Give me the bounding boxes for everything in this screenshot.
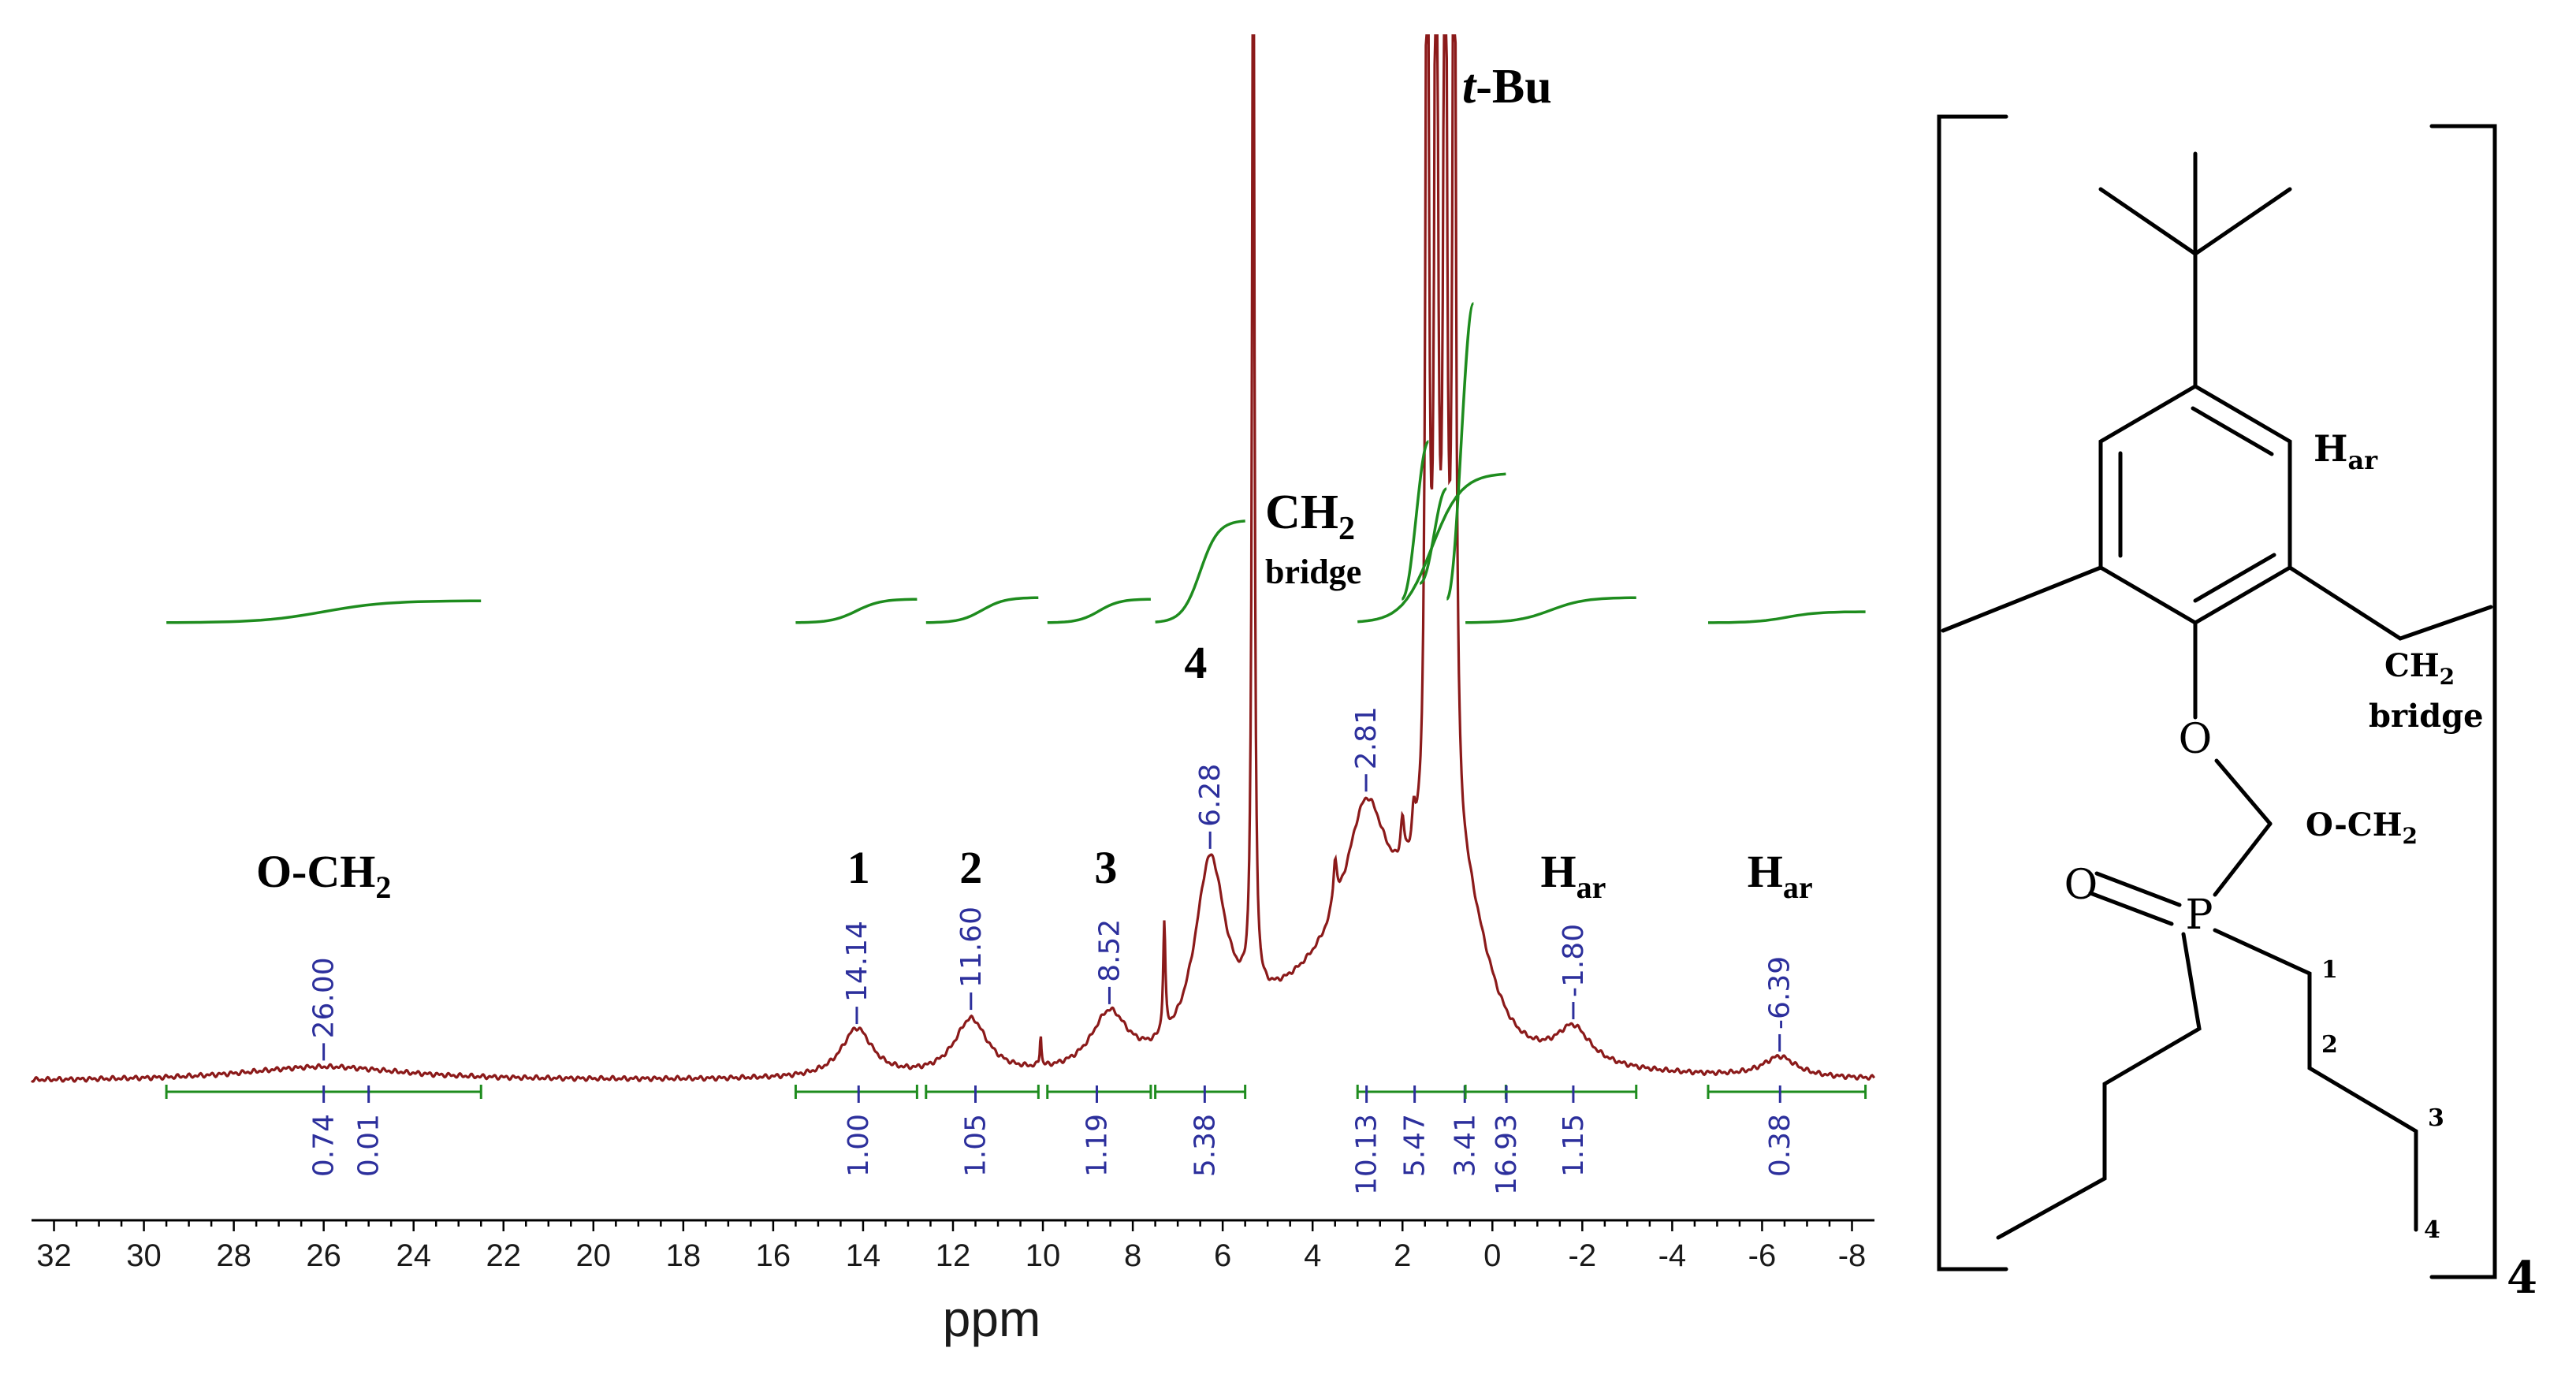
ch2-annotation: CH2 [1265,486,1355,547]
repeat-multiplier: 4 [2507,1252,2537,1304]
chain-number-3: 3 [2428,1104,2444,1132]
assignment-0: O-CH2 [256,846,391,905]
integral-curve-tbu-0 [1400,440,1431,601]
ether-oxygen-label: O [2179,716,2213,763]
x-tick-label: 32 [36,1238,72,1273]
x-tick-label: 28 [216,1238,251,1273]
bond-ch2-bridge [2288,565,2493,641]
peak-label-0: 26.00 [308,957,341,1038]
integral-value: 5.47 [1399,1114,1431,1177]
bond-left-ring [1941,565,2103,633]
x-tick-label: 14 [846,1238,881,1273]
peak-label-4: 6.28 [1194,764,1227,827]
integral-curve-1 [795,598,918,624]
integral-value: 0.74 [308,1114,341,1177]
structure-ch2-label: CH2 [2384,647,2455,690]
x-tick-label: -4 [1658,1238,1687,1273]
integral-value: 1.19 [1081,1114,1113,1177]
integral-value: 10.13 [1351,1114,1383,1195]
integral-curve-4 [1155,519,1245,624]
bond-o-ch2 [2214,758,2273,826]
integral-value: 1.15 [1558,1114,1590,1177]
assignment-2: 2 [959,842,982,893]
tbu-arm-right [2193,187,2292,256]
phosphorus-label: P [2186,892,2213,939]
x-tick-label: 22 [486,1238,522,1273]
tbu-arm-left [2098,187,2198,256]
integral-value: 0.38 [1764,1114,1796,1177]
ring-double-bond-3 [2193,553,2276,603]
x-tick-label: -6 [1748,1238,1777,1273]
x-tick-label: 10 [1026,1238,1061,1273]
x-tick-label: 30 [126,1238,162,1273]
integral-value: 3.41 [1449,1114,1481,1177]
integral-value: 16.93 [1491,1114,1523,1195]
x-tick-label: 26 [306,1238,341,1273]
integral-curve-3 [1047,598,1151,624]
peak-label-1: 14.14 [841,921,873,1002]
spectrum-trace [30,34,1876,1083]
x-axis: 32 30 28 26 24 22 20 18 16 14 12 10 8 6 4 2 0 -2 -4 -6 -8 [32,1219,1874,1273]
peak-label-5: 2.81 [1350,706,1383,769]
integral-curve-7 [1708,610,1866,624]
chemical-structure [1937,114,2497,1279]
x-tick-label: -2 [1569,1238,1597,1273]
x-tick-label: 12 [936,1238,971,1273]
structure-och2-label: O-CH2 [2306,806,2418,849]
x-tick-label: 18 [666,1238,702,1273]
integral-value: 1.00 [843,1114,875,1177]
x-tick-label: 4 [1304,1238,1321,1273]
peak-label-6: -1.80 [1558,924,1590,997]
integral-curve-2 [925,596,1039,624]
tbu-annotation: t-Bu [1462,60,1552,114]
integral-brackets: 0.74 0.01 1.00 1.05 1.19 5.38 10.13 5.47 3.41 16.… [165,1085,1867,1195]
integral-curve-tbu-1 [1419,487,1448,585]
chain-number-4: 4 [2424,1216,2440,1244]
x-tick-label: -8 [1838,1238,1867,1273]
x-tick-label: 6 [1214,1238,1231,1273]
structure-bridge-label: bridge [2369,698,2484,735]
integral-curves [166,302,1866,624]
x-tick-label: 2 [1394,1238,1411,1273]
left-butyl-chain [1996,932,2202,1240]
right-butyl-chain [2213,928,2418,1232]
chain-number-1: 1 [2321,956,2338,984]
peak-label-7: -6.39 [1764,956,1796,1030]
assignment-5: Har [1540,846,1606,905]
h-ar-label: Har [2314,427,2378,475]
assignment-4: 4 [1184,637,1207,688]
integral-value: 1.05 [960,1114,992,1177]
integral-value: 0.01 [353,1114,385,1177]
x-axis-label: ppm [943,1290,1041,1347]
bond-p-o-1 [2094,871,2182,907]
chain-number-2: 2 [2321,1031,2338,1059]
integral-curve-tbu-2 [1445,302,1476,601]
peak-label-2: 11.60 [955,907,988,988]
x-tick-label: 8 [1124,1238,1141,1273]
peak-label-3: 8.52 [1093,919,1126,982]
x-tick-label: 16 [756,1238,791,1273]
ring-double-bond-1 [2191,406,2274,456]
bridge-annotation: bridge [1265,553,1361,591]
bond-ch2-p [2213,821,2273,897]
assignment-6: Har [1748,846,1813,905]
integral-curve-6 [1465,596,1636,624]
assignment-3: 3 [1094,842,1117,893]
peak-labels: 26.00 14.14 11.60 8.52 6.28 2.81 -1.80 -6.39 [308,706,1796,1061]
peak-assignments: O-CH2 1 2 3 4 Har Har [256,637,1813,905]
bond-p-o-2 [2088,891,2174,926]
structure-labels: Har CH2 bridge O-CH2 O O P 1 2 3 4 4 [2064,427,2537,1304]
integral-value: 5.38 [1189,1114,1221,1177]
right-bracket [2429,124,2497,1279]
left-bracket [1937,114,2008,1272]
integral-curve-0 [166,599,482,624]
x-tick-label: 0 [1483,1238,1501,1273]
x-tick-label: 24 [396,1238,431,1273]
x-tick-label: 20 [576,1238,612,1273]
phosphoryl-oxygen-label: O [2064,862,2098,909]
benzene-ring [2098,384,2292,625]
assignment-1: 1 [847,842,870,893]
